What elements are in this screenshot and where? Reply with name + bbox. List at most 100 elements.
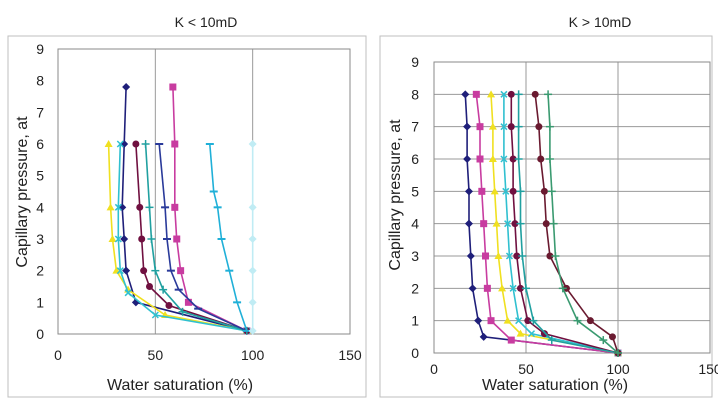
data-point [145,283,153,290]
y-tick-label: 3 [411,248,419,264]
data-point [120,235,129,243]
data-point [488,122,497,130]
data-point [509,155,517,163]
data-point [544,90,553,99]
left-chart-frame [7,35,367,398]
data-point [248,235,257,243]
data-point [547,336,556,345]
data-point [466,252,475,260]
data-point [516,329,525,337]
data-point [507,90,515,98]
y-tick-label: 4 [36,199,44,215]
data-point [487,317,495,325]
x-tick-label: 150 [338,347,362,363]
data-point [478,187,486,195]
data-point [518,252,527,260]
data-point [503,316,512,324]
data-point [547,187,556,196]
series-line [547,94,619,354]
right-x-axis-label: Water saturation (%) [482,377,628,394]
data-point [464,187,473,196]
data-point [165,302,173,309]
data-point [540,330,548,338]
data-point [509,187,517,195]
data-point [535,123,543,131]
data-point [487,90,496,98]
left-x-axis-label: Water saturation (%) [107,377,253,394]
data-point [527,330,536,338]
data-point [468,284,477,293]
left-y-axis-label: Capillary pressure, at [14,116,31,268]
data-point [558,284,567,293]
data-point [513,252,521,260]
data-point [542,220,550,228]
data-point [480,220,488,228]
data-point [515,317,523,325]
data-point [507,123,515,131]
x-tick-label: 150 [698,361,718,377]
data-point [492,219,501,227]
series-line [534,94,619,354]
data-point [178,307,187,316]
y-tick-label: 0 [411,345,419,361]
data-point [507,336,515,344]
data-point [461,90,470,99]
y-tick-label: 5 [36,168,44,184]
data-point [500,155,508,163]
data-point [476,123,484,131]
y-tick-label: 9 [411,54,419,70]
data-point [463,155,472,163]
data-point [136,203,144,211]
y-tick-label: 6 [36,136,44,152]
data-point [248,298,257,307]
series-line [510,94,619,354]
data-point [171,140,179,148]
data-point [549,219,558,228]
data-point [145,203,154,212]
data-point [514,122,523,131]
data-point [472,90,480,98]
plot-area-border [57,48,351,335]
data-point [599,336,608,345]
data-point [140,267,148,275]
data-point [479,332,488,341]
data-point [537,155,545,163]
plot-area-border [433,61,711,354]
data-point [114,203,122,211]
y-tick-label: 7 [411,119,419,135]
data-point [529,316,538,325]
series-line [517,94,619,354]
right-y-axis-label: Capillary pressure, at [387,119,404,271]
x-tick-label: 50 [148,347,164,363]
x-tick-label: 0 [54,347,62,363]
data-point [151,311,159,319]
y-tick-label: 1 [411,313,419,329]
data-point [116,267,124,275]
y-tick-label: 2 [411,280,419,296]
y-tick-label: 3 [36,231,44,247]
data-point [514,90,523,99]
data-point [522,284,530,293]
data-point [482,252,490,260]
y-tick-label: 5 [411,183,419,199]
y-tick-label: 7 [36,104,44,120]
data-point [516,187,525,196]
data-point [122,266,131,275]
left-chart: 0 50 100 150 0 1 2 3 4 5 6 7 8 9 [36,41,362,363]
data-point [546,252,554,260]
data-point [490,187,499,195]
data-point [511,220,519,228]
data-point [171,203,179,211]
data-point [500,90,508,98]
data-point [500,123,508,131]
data-point [248,326,257,335]
data-point [116,140,124,148]
data-point [504,220,512,228]
data-point [248,140,257,148]
data-point [124,289,132,297]
y-tick-label: 0 [36,326,44,342]
data-point [531,90,539,98]
data-point [502,187,510,195]
data-point [138,235,146,243]
